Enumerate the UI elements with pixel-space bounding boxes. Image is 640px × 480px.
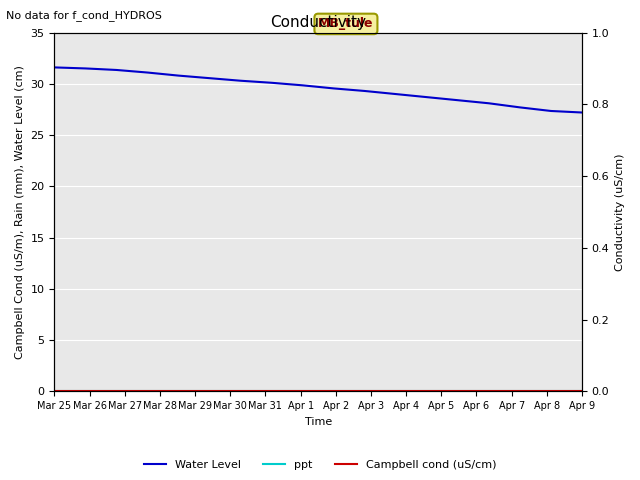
ppt (508, 388, 515, 394)
Campbell cond (uS/cm) (191, 388, 199, 394)
Campbell cond (uS/cm) (367, 388, 375, 394)
Campbell cond (uS/cm) (86, 388, 93, 394)
Water Level (578, 109, 586, 115)
Campbell cond (uS/cm) (156, 388, 164, 394)
Campbell cond (uS/cm) (297, 388, 305, 394)
Text: No data for f_cond_HYDROS: No data for f_cond_HYDROS (6, 10, 163, 21)
Water Level (361, 88, 369, 94)
Campbell cond (uS/cm) (227, 388, 234, 394)
ppt (578, 388, 586, 394)
Campbell cond (uS/cm) (403, 388, 410, 394)
Water Level (423, 94, 431, 100)
Campbell cond (uS/cm) (51, 388, 58, 394)
ppt (156, 388, 164, 394)
Campbell cond (uS/cm) (332, 388, 340, 394)
ppt (86, 388, 93, 394)
Water Level (143, 70, 151, 75)
X-axis label: Time: Time (305, 417, 332, 427)
Water Level (51, 64, 58, 70)
Water Level (330, 85, 337, 91)
Water Level (205, 75, 213, 81)
Y-axis label: Campbell Cond (uS/m), Rain (mm), Water Level (cm): Campbell Cond (uS/m), Rain (mm), Water L… (15, 65, 25, 359)
Legend: Water Level, ppt, Campbell cond (uS/cm): Water Level, ppt, Campbell cond (uS/cm) (140, 456, 500, 474)
Line: Water Level: Water Level (54, 67, 582, 112)
Water Level (113, 67, 120, 73)
ppt (403, 388, 410, 394)
ppt (51, 388, 58, 394)
ppt (472, 388, 480, 394)
Water Level (81, 66, 89, 72)
Title: Conductivity: Conductivity (270, 15, 366, 30)
ppt (227, 388, 234, 394)
Campbell cond (uS/cm) (578, 388, 586, 394)
Water Level (268, 80, 275, 85)
Water Level (175, 73, 182, 79)
ppt (191, 388, 199, 394)
Campbell cond (uS/cm) (262, 388, 269, 394)
ppt (438, 388, 445, 394)
ppt (262, 388, 269, 394)
Campbell cond (uS/cm) (472, 388, 480, 394)
ppt (543, 388, 550, 394)
Water Level (547, 108, 555, 114)
Campbell cond (uS/cm) (438, 388, 445, 394)
Water Level (299, 83, 307, 88)
Campbell cond (uS/cm) (121, 388, 129, 394)
Text: MB_tule: MB_tule (318, 17, 374, 30)
ppt (297, 388, 305, 394)
Water Level (392, 91, 399, 97)
ppt (332, 388, 340, 394)
Y-axis label: Conductivity (uS/cm): Conductivity (uS/cm) (615, 153, 625, 271)
Campbell cond (uS/cm) (508, 388, 515, 394)
ppt (121, 388, 129, 394)
Water Level (516, 105, 524, 110)
Water Level (454, 97, 461, 103)
Campbell cond (uS/cm) (543, 388, 550, 394)
Water Level (237, 78, 244, 84)
ppt (367, 388, 375, 394)
Water Level (485, 100, 493, 106)
